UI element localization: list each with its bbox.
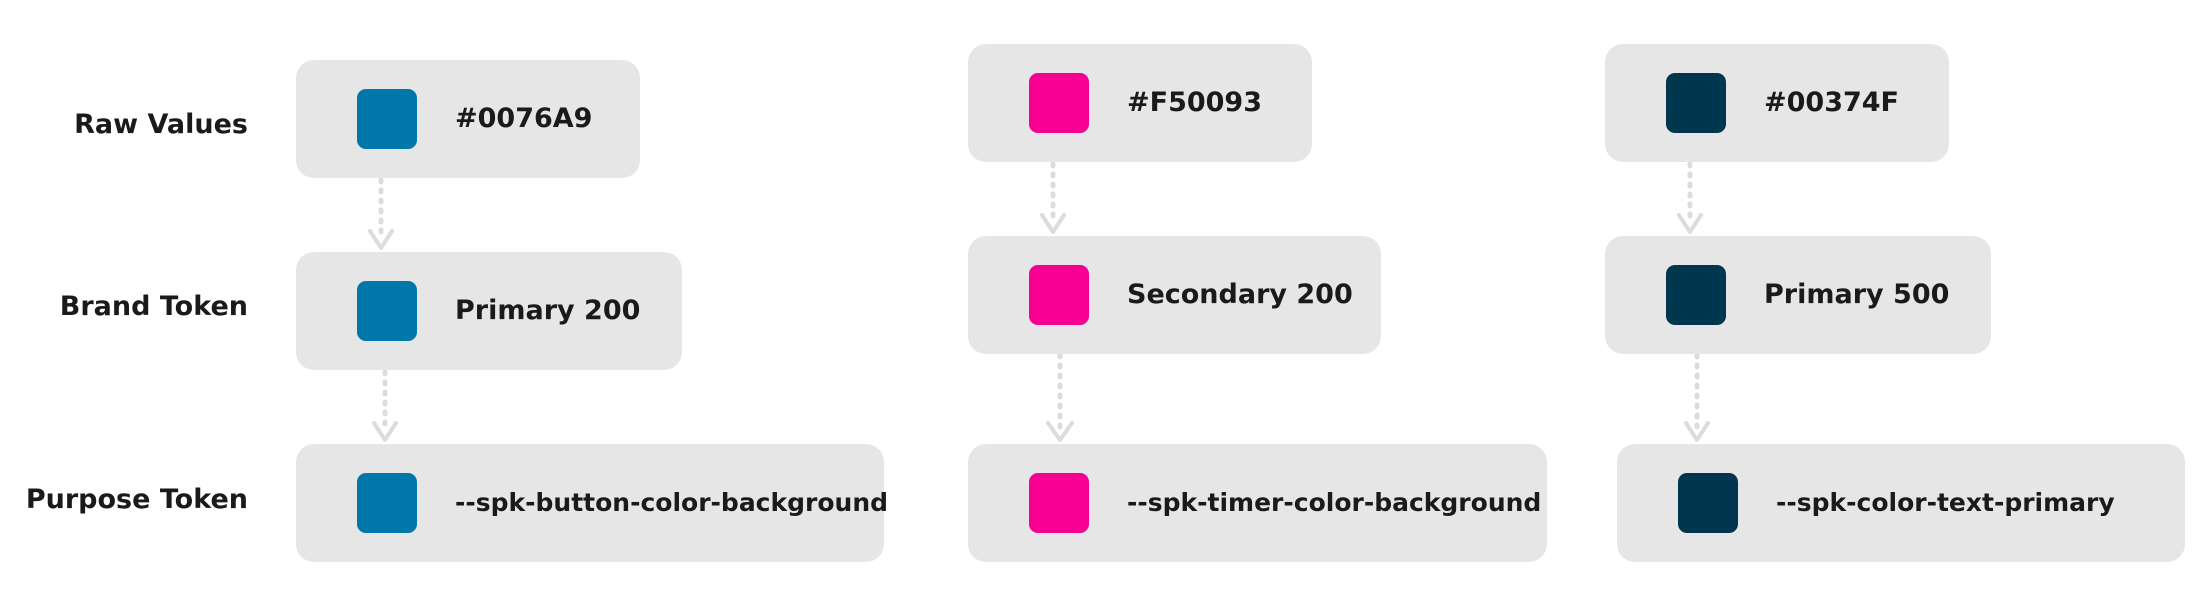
arrow-col3-raw-to-brand	[1677, 161, 1703, 234]
color-swatch-col2	[1029, 265, 1089, 325]
card-brand-token-col1: Primary 200	[296, 252, 682, 370]
card-brand-token-col3: Primary 500	[1605, 236, 1991, 354]
color-swatch-col3	[1666, 265, 1726, 325]
card-raw-value-col3: #00374F	[1605, 44, 1949, 162]
arrow-col2-brand-to-purpose	[1046, 352, 1074, 442]
purpose-token-text-col3: --spk-color-text-primary	[1776, 488, 2115, 517]
brand-token-text-col1: Primary 200	[455, 295, 641, 326]
brand-token-text-col2: Secondary 200	[1127, 279, 1353, 310]
color-swatch-col2	[1029, 473, 1089, 533]
arrow-col1-raw-to-brand	[368, 177, 394, 250]
card-raw-value-col2: #F50093	[968, 44, 1312, 162]
color-swatch-col1	[357, 281, 417, 341]
purpose-token-text-col1: --spk-button-color-background	[455, 488, 889, 517]
color-swatch-col3	[1678, 473, 1738, 533]
card-purpose-token-col3: --spk-color-text-primary	[1617, 444, 2185, 562]
arrow-col2-raw-to-brand	[1040, 161, 1066, 234]
arrow-col3-brand-to-purpose	[1684, 352, 1710, 442]
raw-value-text-col3: #00374F	[1764, 87, 1899, 118]
row-label-brand-token: Brand Token	[59, 291, 248, 322]
card-brand-token-col2: Secondary 200	[968, 236, 1381, 354]
card-purpose-token-col1: --spk-button-color-background	[296, 444, 888, 562]
arrow-col1-brand-to-purpose	[372, 369, 398, 442]
color-swatch-col1	[357, 473, 417, 533]
brand-token-text-col3: Primary 500	[1764, 279, 1950, 310]
raw-value-text-col2: #F50093	[1127, 87, 1262, 118]
color-swatch-col3	[1666, 73, 1726, 133]
color-swatch-col2	[1029, 73, 1089, 133]
purpose-token-text-col2: --spk-timer-color-background	[1127, 488, 1542, 517]
color-swatch-col1	[357, 89, 417, 149]
row-label-purpose-token: Purpose Token	[25, 484, 248, 515]
row-label-raw-values: Raw Values	[74, 109, 248, 140]
card-purpose-token-col2: --spk-timer-color-background	[968, 444, 1547, 562]
raw-value-text-col1: #0076A9	[455, 103, 593, 134]
card-raw-value-col1: #0076A9	[296, 60, 640, 178]
